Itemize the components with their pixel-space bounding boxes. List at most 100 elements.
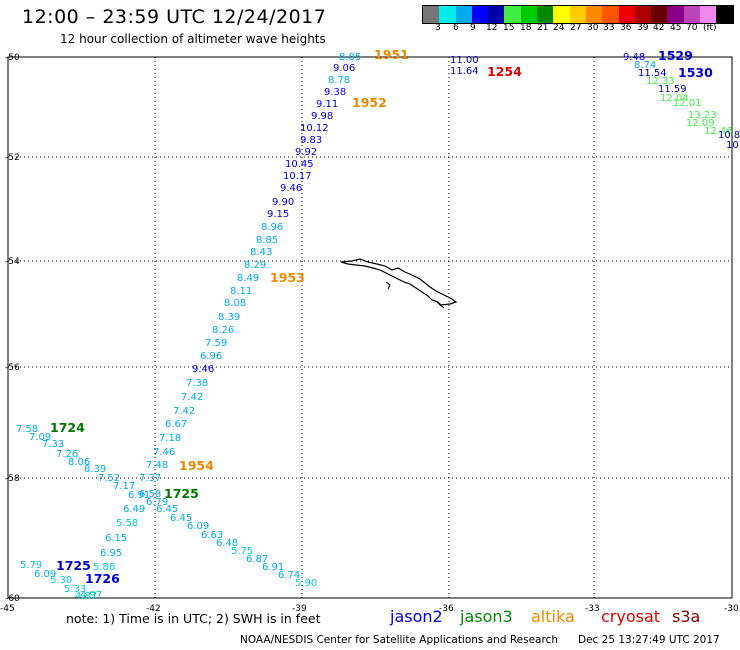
scale-label: 36 [620, 23, 632, 33]
map-subtitle: 12 hour collection of altimeter wave hei… [60, 32, 326, 46]
wave-height-value: 8.49 [237, 273, 259, 284]
wave-height-value: 8.29 [244, 260, 266, 271]
pass-time-label: 1726 [85, 571, 120, 586]
pass-time-label: 1529 [658, 48, 693, 63]
pass-time-label: 1254 [487, 64, 522, 79]
lon-tick-label: -36 [439, 604, 454, 614]
lat-tick-label: -52 [5, 153, 20, 163]
wave-height-value: 6.74 [278, 570, 300, 581]
pass-time-label: 1725 [164, 486, 199, 501]
scale-label: (ft) [703, 23, 717, 33]
pass-time-label: 1954 [179, 458, 214, 473]
wave-height-value: 8.26 [212, 325, 234, 336]
scale-swatch [683, 6, 701, 23]
wave-height-value: 4.87 [75, 591, 97, 602]
wave-height-value: 7.52 [98, 473, 120, 484]
wave-height-value: 6.87 [246, 554, 268, 565]
wave-height-value: 6.96 [200, 351, 222, 362]
wave-height-value: 9.38 [324, 87, 346, 98]
lon-tick-label: -33 [585, 604, 600, 614]
island-islet [435, 300, 445, 309]
scale-swatch [634, 6, 652, 23]
lon-tick-label: -42 [146, 604, 161, 614]
scale-swatch [439, 6, 456, 23]
wave-height-value: 6.95 [100, 548, 122, 559]
wave-height-value: 9.90 [272, 197, 294, 208]
wave-height-value: 11.59 [658, 84, 687, 95]
wave-height-value: 11.54 [638, 68, 667, 79]
lon-tick-label: -39 [292, 604, 307, 614]
lon-tick-label: -45 [0, 604, 15, 614]
wave-height-value: 10.12 [300, 123, 329, 134]
wave-height-value: 7.42 [173, 406, 195, 417]
wave-height-value: 5.86 [93, 562, 115, 573]
wave-height-value: 10. [726, 140, 740, 151]
wave-height-value: 7.46 [153, 447, 175, 458]
wave-height-value: 6.58 [139, 489, 161, 500]
wave-height-value: 10.17 [283, 171, 312, 182]
wave-height-value: 9.98 [311, 111, 333, 122]
wave-height-color-scale [422, 5, 734, 24]
wave-height-value: 9.48 [623, 52, 645, 63]
lat-tick-label: -58 [5, 474, 20, 484]
island-outline [340, 258, 458, 306]
scale-label: 21 [537, 23, 549, 33]
wave-height-value: 6.67 [165, 419, 187, 430]
wave-height-value: 9.92 [295, 147, 317, 158]
scale-swatch [667, 6, 684, 23]
wave-height-value: 6.91 [128, 490, 150, 501]
wave-height-value: 8.85 [256, 235, 278, 246]
wave-height-value: 8.74 [634, 60, 656, 71]
axis-tick-labels: -50 -52 -54 -56 -58 -60-45 -42 -39 -36 -33 -30 [0, 53, 739, 614]
lon-tick-label: -30 [724, 604, 739, 614]
wave-height-value: 7.18 [159, 433, 181, 444]
wave-height-value: 4.97 [80, 590, 102, 601]
wave-height-value: 7.42 [181, 392, 203, 403]
wave-height-value: 6.79 [146, 497, 168, 508]
wave-height-value: 11.64 [450, 66, 479, 77]
wave-height-value: 10.8 [718, 130, 740, 141]
scale-label: 3 [435, 23, 441, 33]
legend-jason3: jason3 [460, 607, 513, 626]
lat-tick-label: -54 [5, 257, 20, 267]
wave-height-value: 7.58 [16, 424, 38, 435]
scale-label: 18 [520, 23, 532, 33]
footer-note: note: 1) Time is in UTC; 2) SWH is in fe… [66, 611, 321, 626]
legend-cryosat: cryosat [601, 607, 661, 626]
wave-height-value: 8.85 [339, 52, 361, 63]
wave-height-value: 8.39 [84, 464, 106, 475]
wave-height-value: 5.75 [231, 546, 253, 557]
wave-height-value: 7.37 [139, 473, 161, 484]
scale-label: 6 [453, 23, 459, 33]
wave-height-value: 7.09 [29, 432, 51, 443]
wave-height-value: 9.83 [300, 135, 322, 146]
wave-height-value: 9.46 [192, 364, 214, 375]
wave-height-value: 12.33 [646, 76, 675, 87]
wave-height-value: 12.04 [660, 93, 689, 104]
wave-height-value: 6.91 [262, 562, 284, 573]
wave-height-value: 11.00 [450, 55, 479, 66]
scale-swatch [651, 6, 668, 23]
wave-height-value: 12.46 [704, 126, 733, 137]
credit-text: NOAA/NESDIS Center for Satellite Applica… [240, 634, 558, 646]
map-title: 12:00 – 23:59 UTC 12/24/2017 [22, 6, 327, 28]
wave-height-value: 6.63 [201, 530, 223, 541]
scale-swatch [585, 6, 603, 23]
lat-tick-label: -56 [5, 363, 20, 373]
scale-label: 30 [587, 23, 599, 33]
wave-height-value: 7.17 [113, 481, 135, 492]
lat-lon-grid [8, 57, 732, 598]
track-wave-values: 8.859.068.789.389.119.9810.129.839.9210.… [16, 52, 740, 602]
wave-height-value: 8.78 [328, 75, 350, 86]
wave-height-value: 6.15 [105, 533, 127, 544]
wave-height-value: 7.38 [186, 378, 208, 389]
wave-height-value: 5.33 [64, 584, 86, 595]
wave-height-value: 9.15 [267, 209, 289, 220]
scale-swatch [471, 6, 489, 23]
wave-height-value: 5.30 [50, 575, 72, 586]
wave-height-value: 8.43 [250, 247, 272, 258]
legend-jason2: jason2 [390, 607, 443, 626]
wave-height-value: 8.11 [230, 286, 252, 297]
wave-height-value: 8.39 [218, 312, 240, 323]
